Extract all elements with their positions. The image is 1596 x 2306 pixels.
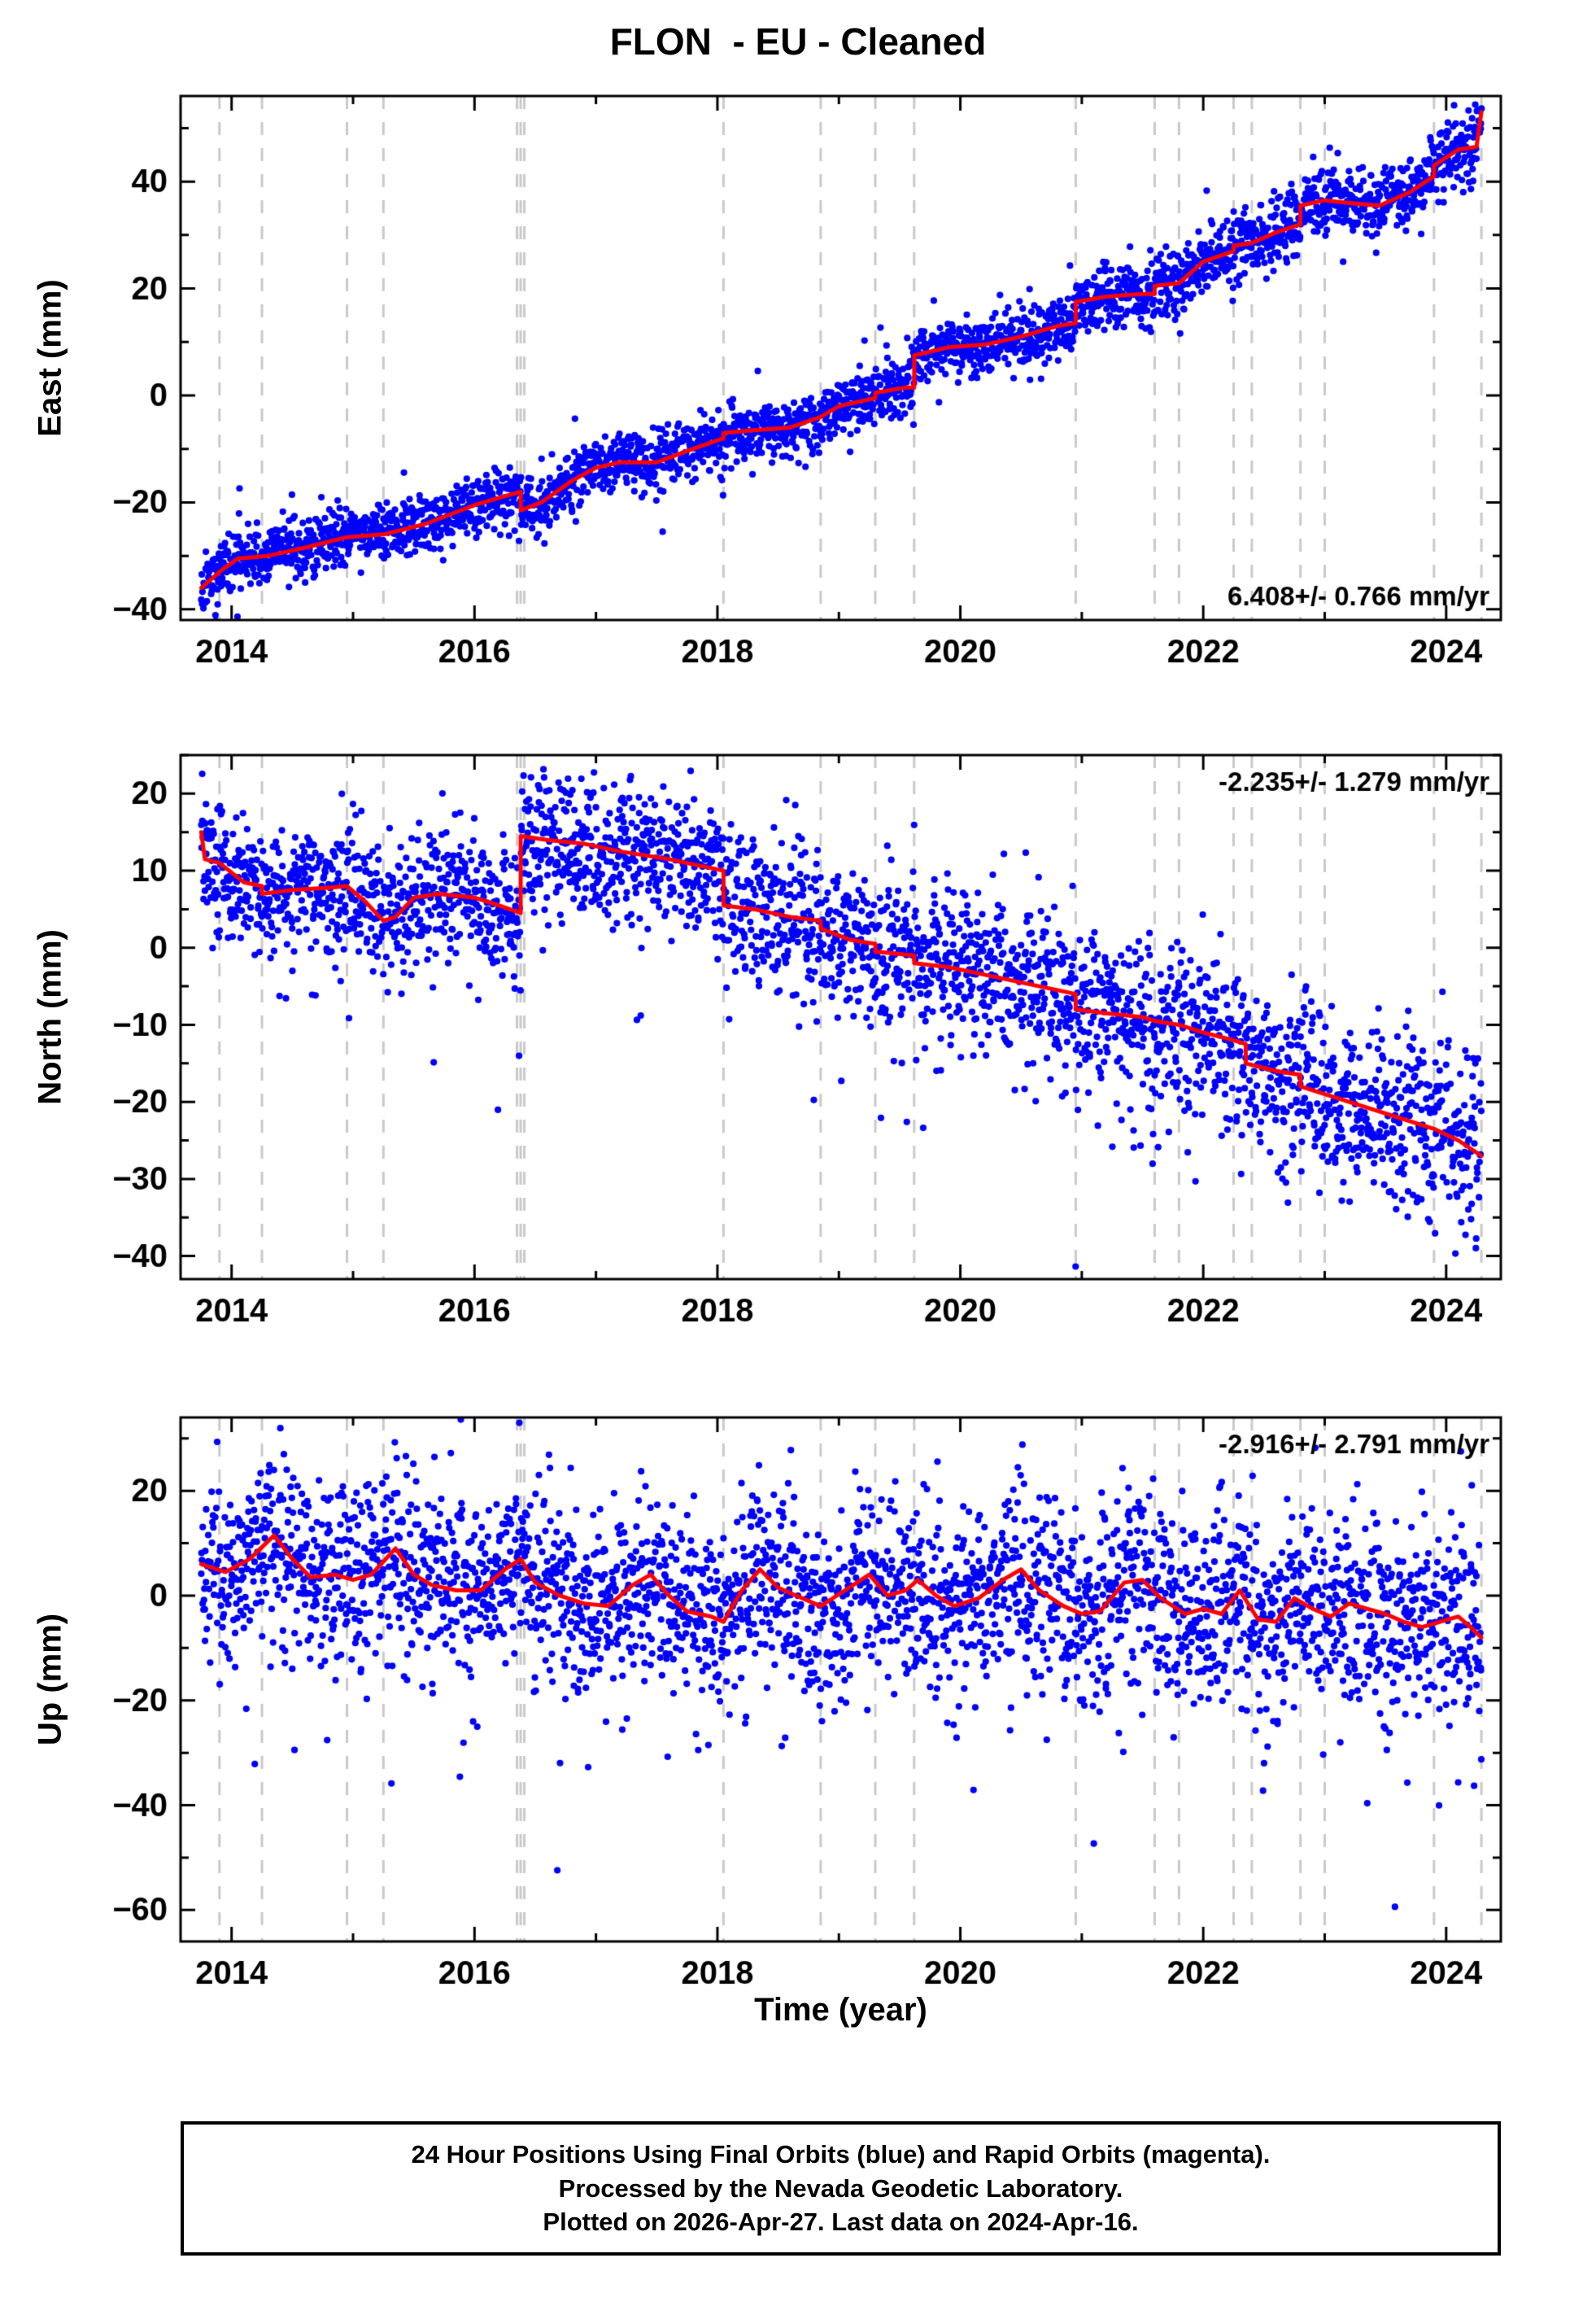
footer-line-orbits: 24 Hour Positions Using Final Orbits (bl… [411,2140,1271,2168]
footer-line-processed: Processed by the Nevada Geodetic Laborat… [558,2173,1123,2203]
east-axis-label: East (mm) [32,279,68,437]
north-axis-label: North (mm) [32,929,68,1105]
footer-note-box: 24 Hour Positions Using Final Orbits (bl… [181,2121,1501,2256]
chart-title: FLON - EU - Cleaned [609,20,987,63]
up-axis-label: Up (mm) [32,1613,68,1746]
x-axis-label: Time (year) [754,1992,927,2028]
footer-line-plotted: Plotted on 2026-Apr-27. Last data on 202… [543,2208,1139,2237]
